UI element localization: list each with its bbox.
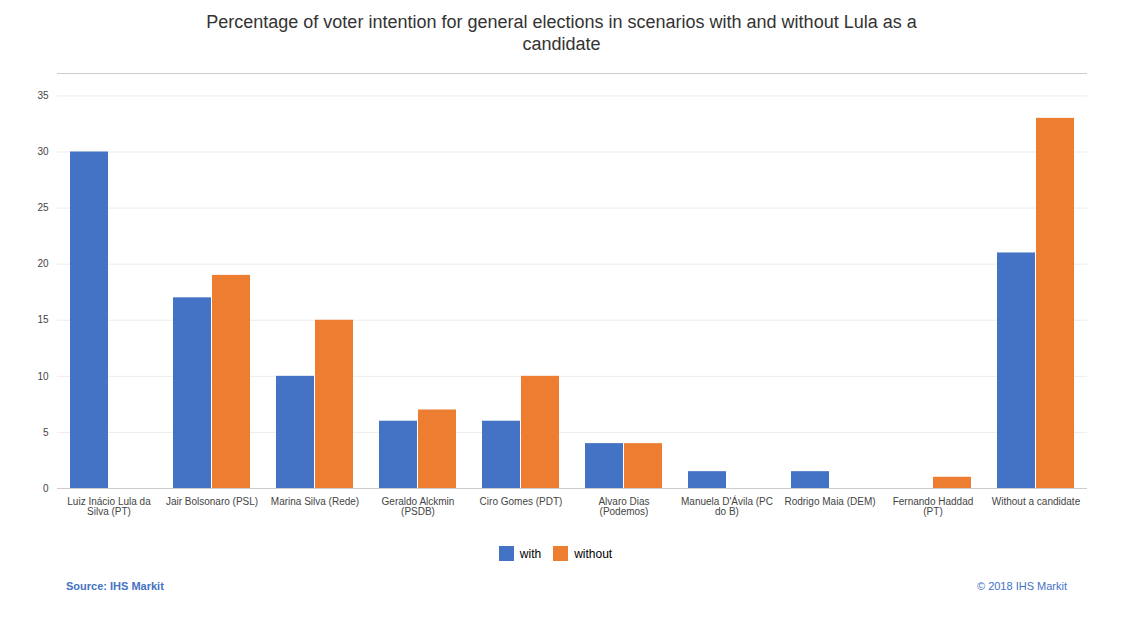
svg-text:25: 25 bbox=[37, 202, 49, 213]
html-text:Percentage of voter intention: Percentage of voter intention for genera… bbox=[206, 12, 917, 54]
html-text:© 2018 IHS Markit: © 2018 IHS Markit bbox=[977, 580, 1067, 593]
svg-text:20: 20 bbox=[37, 259, 49, 270]
svg-text:Luiz Inácio Lula daSilva (PT): Luiz Inácio Lula daSilva (PT) bbox=[67, 496, 151, 517]
svg-text:5: 5 bbox=[43, 427, 49, 438]
svg-text:Without a candidate: Without a candidate bbox=[992, 496, 1081, 507]
svg-text:10: 10 bbox=[37, 371, 49, 382]
svg-text:Geraldo Alckmin(PSDB): Geraldo Alckmin(PSDB) bbox=[382, 496, 455, 517]
svg-text:Manuela D'Ávila (PCdo B): Manuela D'Ávila (PCdo B) bbox=[681, 495, 773, 517]
svg-text:15: 15 bbox=[37, 315, 49, 326]
html-text:without: without bbox=[574, 546, 613, 561]
svg-text:35: 35 bbox=[37, 90, 49, 101]
svg-text:Ciro Gomes (PDT): Ciro Gomes (PDT) bbox=[480, 496, 563, 507]
svg-text:Fernando Haddad(PT): Fernando Haddad(PT) bbox=[893, 496, 974, 517]
svg-text:Rodrigo Maia (DEM): Rodrigo Maia (DEM) bbox=[784, 496, 875, 507]
svg-text:0: 0 bbox=[43, 483, 49, 494]
svg-text:Marina Silva (Rede): Marina Silva (Rede) bbox=[271, 496, 359, 507]
svg-text:Alvaro Dias(Podemos): Alvaro Dias(Podemos) bbox=[598, 496, 649, 517]
svg-text:Jair Bolsonaro (PSL): Jair Bolsonaro (PSL) bbox=[166, 496, 258, 507]
html-text:Source: IHS Markit: Source: IHS Markit bbox=[66, 580, 164, 593]
svg-text:30: 30 bbox=[37, 146, 49, 157]
html-text:with: with bbox=[519, 546, 542, 561]
